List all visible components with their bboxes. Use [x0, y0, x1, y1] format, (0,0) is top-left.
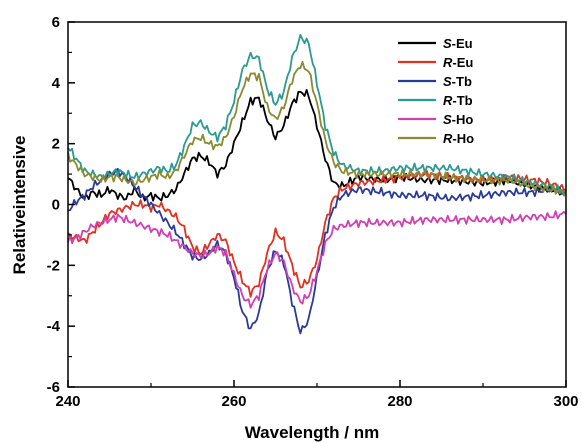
x-tick-label: 240: [55, 393, 80, 410]
y-tick-label: 6: [52, 14, 60, 31]
series-s-eu-line: [67, 88, 567, 202]
series-r-ho-line: [67, 60, 567, 197]
series-layer: [67, 33, 567, 335]
y-tick-label: -4: [47, 318, 61, 335]
series-s-ho-line: [67, 210, 567, 309]
legend-label-r-eu: R-Eu: [443, 55, 473, 70]
axes-layer: 240 260 280 300 -6 -4 -2 0 2 4 6: [47, 14, 579, 410]
x-tick-label: 260: [221, 393, 246, 410]
legend-label-s-tb: S-Tb: [443, 74, 472, 89]
y-tick-label: -6: [47, 379, 60, 396]
legend: S-Eu R-Eu S-Tb R-Tb S-Ho R-Ho: [398, 36, 474, 146]
legend-label-r-ho: R-Ho: [443, 131, 474, 146]
x-tick-label: 280: [387, 393, 412, 410]
y-tick-label: 0: [52, 197, 60, 214]
y-tick-label: -2: [47, 257, 60, 274]
y-axis-title: Relativeintensive: [10, 136, 29, 275]
x-tick-label: 300: [553, 393, 578, 410]
legend-label-r-tb: R-Tb: [443, 93, 473, 108]
legend-label-s-ho: S-Ho: [443, 112, 473, 127]
series-r-tb-line: [67, 33, 567, 195]
y-tick-label: 2: [52, 136, 60, 153]
y-tick-label: 4: [52, 75, 61, 92]
legend-label-s-eu: S-Eu: [443, 36, 473, 51]
x-axis-title: Wavelength / nm: [245, 423, 379, 442]
